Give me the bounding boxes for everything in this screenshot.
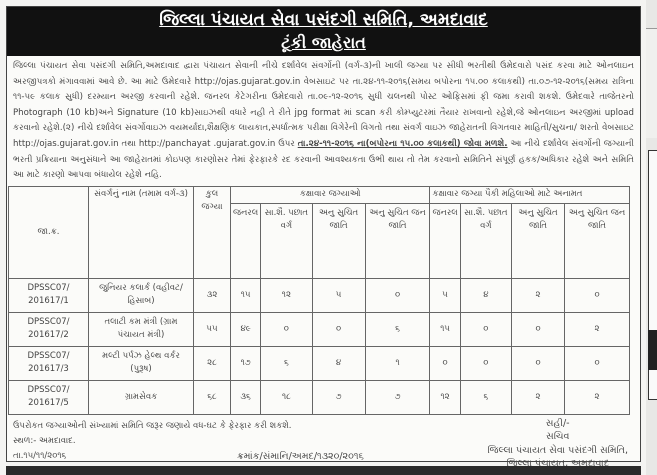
table-cell: ૨ — [510, 379, 566, 415]
footer-place: સ્થળ:- અમદાવાદ. — [13, 435, 76, 446]
table-row: DPSSC07/ 201617/3 મલ્ટી પર્પઝ હેલ્થ વર્કર… — [8, 345, 630, 381]
vacancy-table: જા.ક્ર. સંવર્ગનું નામ (તમામ વર્ગ-૩) કુલ … — [8, 185, 630, 415]
body-paragraph-2: આ નીચે દર્શાવેલ સંવર્ગોની જગ્યાની ભરતી પ… — [13, 138, 634, 181]
table-cell: ૭ — [311, 379, 366, 415]
table-cell: મલ્ટી પર્પઝ હેલ્થ વર્કર (પુરૂષ) — [88, 345, 194, 381]
body-paragraph: જિલ્લા પંચાયત સેવા પસંદગી સમિતિ,અમદાવાદ … — [13, 61, 634, 149]
sign-line: સચિવ — [546, 431, 570, 443]
table-cell: ૧૭ — [229, 345, 262, 381]
reference-number: ક્રમાંક/સંમાનિ/અમદ/૧૩૨૦/૨૦૧૬ — [237, 450, 364, 462]
table-cell: ૫ — [311, 277, 366, 313]
table-cell: ૧૫ — [229, 277, 262, 313]
table-row: DPSSC07/ 201617/5 ગ્રામસેવક ૬૮ ૩૬ ૧૮ ૭ ૭ ૧૨ ૬ ૨ ૨ — [8, 379, 630, 415]
advertisement: જિલ્લા પંચાયત સેવા પસંદગી સમિતિ, અમદાવાદ… — [6, 6, 641, 469]
subcol-header: જનરલ — [229, 202, 262, 279]
table-cell: ૦ — [459, 345, 513, 381]
table-cell: ૧૫ — [429, 311, 461, 347]
sign-line: સહી/- — [545, 417, 570, 429]
table-cell: ગ્રામસેવક — [88, 379, 194, 415]
subcol-header: અનુ સુચિત જન જાતિ — [564, 202, 630, 279]
subcol-header: સા.શૈ. પછાત વર્ગ — [459, 202, 513, 279]
table-cell: ૨ — [564, 379, 630, 415]
subcol-header: જનરલ — [429, 202, 461, 279]
adjacent-panel — [648, 150, 657, 400]
ad-header: જિલ્લા પંચાયત સેવા પસંદગી સમિતિ, અમદાવાદ… — [7, 7, 640, 56]
ad-title: જિલ્લા પંચાયત સેવા પસંદગી સમિતિ, અમદાવાદ — [159, 10, 488, 30]
table-cell: ૦ — [510, 345, 566, 381]
table-row: DPSSC07/ 201617/1 જુનિયર કલાર્ક (વહીવટ/હિ… — [8, 277, 630, 313]
table-cell: ૧૨ — [429, 379, 461, 415]
subcol-header: અનુ સુચિત જાતિ — [510, 202, 566, 279]
adjacent-panel — [646, 28, 657, 138]
footer-date: તા.૧૫/૧૧/૨૦૧૬ — [13, 450, 67, 461]
table-row: DPSSC07/ 201617/2 તલાટી કમ મંત્રી (ગ્રામ … — [8, 311, 630, 347]
col-category-group: કક્ષાવાર જગ્યાઓ — [229, 185, 431, 204]
table-cell: ૬૮ — [193, 379, 231, 415]
table-cell: ૪૯ — [229, 311, 262, 347]
ad-subtitle: ટૂંકી જાહેરાત — [281, 33, 366, 52]
col-women-group: કક્ષાવાર જગ્યા પૈકી મહિલાઓ માટે અનામત — [429, 185, 630, 204]
table-cell: ૬ — [260, 345, 313, 381]
next-ad-header-strip — [6, 466, 641, 475]
ad-body: જિલ્લા પંચાયત સેવા પસંદગી સમિતિ,અમદાવાદ … — [7, 56, 640, 184]
signature-block: સહી/- સચિવ જિલ્લા પંચાયત સેવા પસંદગી સમિ… — [487, 417, 628, 471]
table-cell: ૦ — [459, 311, 513, 347]
subcol-header: અનુ સુચિત જન જાતિ — [364, 202, 431, 279]
table-cell: ૨૮ — [193, 345, 231, 381]
table-cell: ૬ — [459, 379, 513, 415]
table-cell: જુનિયર કલાર્ક (વહીવટ/હિસાબ) — [88, 277, 194, 313]
ad-footer: ઉપરોકત જગ્યાઓની સંખ્યામાં સમિતિ જરૂર જણા… — [7, 415, 640, 471]
table-cell: તલાટી કમ મંત્રી (ગ્રામ પંચાયત મંત્રી) — [88, 311, 194, 347]
table-cell: ૪ — [459, 277, 513, 313]
adjacent-panel — [648, 330, 657, 370]
table-cell: ૦ — [364, 277, 431, 313]
sign-line: જિલ્લા પંચાયત સેવા પસંદગી સમિતિ, — [487, 444, 628, 456]
subcol-header: અનુ સુચિત જાતિ — [311, 202, 366, 279]
table-cell: ૭ — [364, 379, 431, 415]
table-cell: DPSSC07/ 201617/3 — [8, 345, 89, 381]
adjacent-column — [646, 0, 657, 475]
subcol-header: સા.શૈ. પછાત વર્ગ — [260, 202, 313, 279]
table-cell: ૨ — [510, 277, 566, 313]
table-cell: DPSSC07/ 201617/5 — [8, 379, 89, 415]
table-cell: ૦ — [564, 345, 630, 381]
col-total: કુલ જગ્યા — [193, 185, 231, 279]
table-cell: ૧૮ — [260, 379, 313, 415]
table-cell: ૫ — [429, 277, 461, 313]
table-cell: ૦ — [429, 345, 461, 381]
col-code: જા.ક્ર. — [8, 185, 89, 279]
sign-line: જિલ્લા પંચાયત, અમદાવાદ — [506, 458, 610, 470]
table-cell: ૬ — [364, 311, 431, 347]
table-cell: DPSSC07/ 201617/2 — [8, 311, 89, 347]
table-cell: ૦ — [510, 311, 566, 347]
table-cell: ૫૫ — [193, 311, 231, 347]
table-cell: ૩૬ — [229, 379, 262, 415]
table-cell: ૧૨ — [260, 277, 313, 313]
footer-note: ઉપરોકત જગ્યાઓની સંખ્યામાં સમિતિ જરૂર જણા… — [13, 420, 292, 431]
table-cell: ૩૨ — [193, 277, 231, 313]
table-cell: ૧ — [364, 345, 431, 381]
table-cell: ૦ — [564, 277, 630, 313]
table-cell: ૦ — [260, 311, 313, 347]
col-name: સંવર્ગનું નામ (તમામ વર્ગ-૩) — [88, 185, 194, 279]
table-cell: DPSSC07/ 201617/1 — [8, 277, 89, 313]
table-cell: ૦ — [311, 311, 366, 347]
body-highlight: તા.૨૪-૧૧-૨૦૧૬ ના(બપોરના ૧૫.૦૦ કલાકથી) જો… — [297, 138, 508, 149]
table-cell: ૨ — [564, 311, 630, 347]
table-cell: ૪ — [311, 345, 366, 381]
